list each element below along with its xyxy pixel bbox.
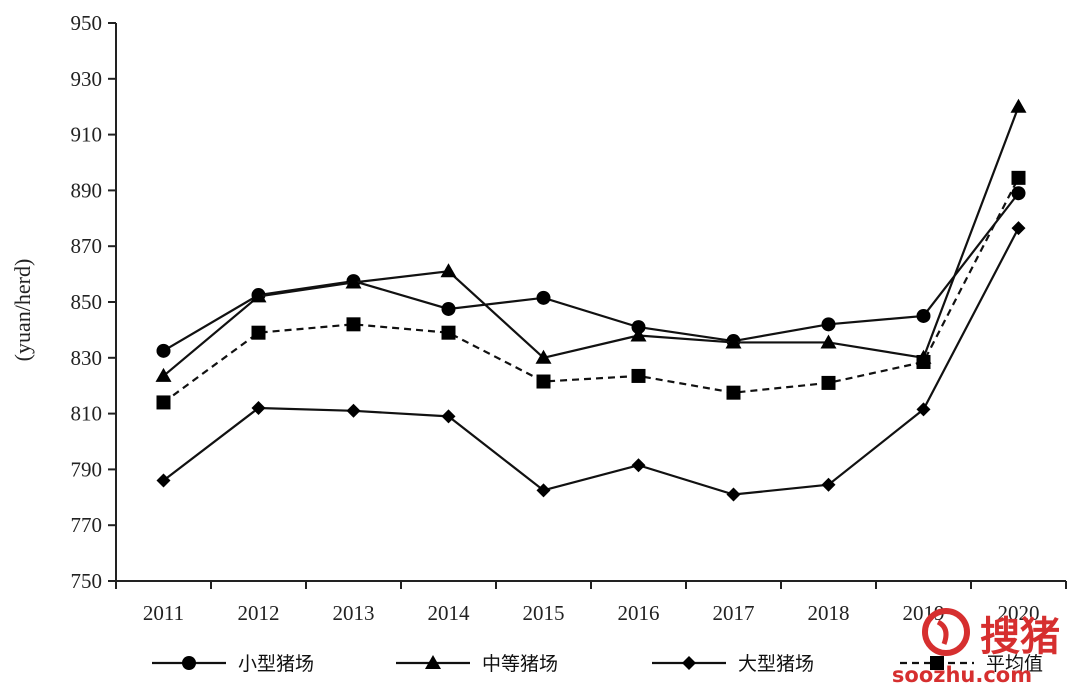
legend-item: 小型猪场 bbox=[152, 653, 314, 675]
x-tick-label: 2018 bbox=[808, 601, 850, 625]
data-point-square bbox=[346, 317, 361, 332]
legend-label: 中等猪场 bbox=[482, 653, 558, 675]
x-tick-label: 2013 bbox=[333, 601, 375, 625]
data-point-diamond bbox=[536, 483, 551, 498]
y-axis-title: (yuan/herd) bbox=[10, 259, 35, 362]
watermark-logo-icon bbox=[922, 608, 970, 656]
data-point-circle bbox=[1011, 186, 1026, 201]
series-circle bbox=[156, 186, 1026, 358]
y-tick-label: 850 bbox=[71, 290, 103, 314]
legend-label: 大型猪场 bbox=[738, 653, 814, 675]
legend-item: 中等猪场 bbox=[396, 653, 558, 675]
y-tick-label: 790 bbox=[71, 457, 103, 481]
data-point-square bbox=[1011, 170, 1026, 185]
data-point-diamond bbox=[821, 477, 836, 492]
data-point-square bbox=[631, 368, 646, 383]
legend-label: 平均值 bbox=[986, 653, 1043, 675]
data-point-circle bbox=[631, 320, 646, 335]
legend-marker-circle bbox=[182, 656, 196, 670]
y-tick-label: 830 bbox=[71, 346, 103, 370]
data-point-triangle bbox=[535, 349, 552, 364]
data-point-square bbox=[821, 375, 836, 390]
series-line bbox=[162, 192, 1020, 352]
data-point-diamond bbox=[441, 409, 456, 424]
series-square bbox=[156, 170, 1026, 410]
data-point-circle bbox=[441, 301, 456, 316]
legend: 小型猪场 中等猪场 大型猪场 平均值 bbox=[152, 653, 1043, 675]
y-tick-label: 950 bbox=[71, 11, 103, 35]
data-point-triangle bbox=[440, 263, 457, 278]
data-point-diamond bbox=[916, 402, 931, 417]
x-tick-label: 2015 bbox=[523, 601, 565, 625]
data-point-triangle bbox=[820, 334, 837, 349]
series-line bbox=[162, 227, 1020, 496]
y-tick-label: 930 bbox=[71, 67, 103, 91]
legend-item: 平均值 bbox=[900, 653, 1043, 675]
series-diamond bbox=[156, 221, 1026, 502]
data-point-circle bbox=[916, 308, 931, 323]
data-point-circle bbox=[156, 343, 171, 358]
watermark: 搜猪 soozhu.com bbox=[892, 608, 1060, 686]
data-point-diamond bbox=[726, 487, 741, 502]
data-point-triangle bbox=[250, 288, 267, 303]
series-triangle bbox=[155, 98, 1027, 382]
data-point-square bbox=[441, 325, 456, 340]
data-point-triangle bbox=[1010, 98, 1027, 113]
data-point-square bbox=[536, 374, 551, 389]
x-tick-label: 2016 bbox=[618, 601, 660, 625]
data-point-square bbox=[726, 385, 741, 400]
y-axis-ticks: 750 770 790 810 830 850 870 890 910 930 950 bbox=[71, 11, 116, 593]
y-tick-label: 890 bbox=[71, 178, 103, 202]
watermark-brand-url: soozhu.com bbox=[892, 663, 1032, 686]
y-tick-label: 810 bbox=[71, 402, 103, 426]
y-tick-label: 910 bbox=[71, 123, 103, 147]
y-tick-label: 770 bbox=[71, 513, 103, 537]
data-point-diamond bbox=[156, 473, 171, 488]
x-tick-label: 2011 bbox=[143, 601, 184, 625]
series-line bbox=[162, 106, 1020, 377]
data-point-diamond bbox=[1011, 221, 1026, 236]
legend-item: 大型猪场 bbox=[652, 653, 814, 675]
data-point-circle bbox=[821, 317, 836, 332]
data-point-square bbox=[251, 325, 266, 340]
y-tick-label: 870 bbox=[71, 234, 103, 258]
data-point-triangle bbox=[155, 367, 172, 382]
legend-marker-triangle bbox=[425, 655, 441, 669]
series-layer bbox=[155, 98, 1027, 502]
series-line bbox=[162, 177, 1020, 404]
data-point-diamond bbox=[346, 403, 361, 418]
x-tick-label: 2012 bbox=[238, 601, 280, 625]
x-tick-label: 2014 bbox=[428, 601, 471, 625]
legend-marker-square bbox=[930, 656, 944, 670]
data-point-diamond bbox=[251, 401, 266, 416]
data-point-triangle bbox=[725, 334, 742, 349]
x-tick-label: 2017 bbox=[713, 601, 755, 625]
data-point-triangle bbox=[345, 274, 362, 289]
data-point-square bbox=[156, 395, 171, 410]
data-point-triangle bbox=[630, 327, 647, 342]
x-tick-label: 2020 bbox=[998, 601, 1040, 625]
legend-label: 小型猪场 bbox=[238, 653, 314, 675]
x-axis-ticks: 2011 2012 2013 2014 2015 2016 2017 2018 2019 2020 bbox=[115, 581, 1067, 625]
data-point-square bbox=[916, 354, 931, 369]
data-point-diamond bbox=[631, 458, 646, 473]
data-point-circle bbox=[536, 290, 551, 305]
watermark-brand-cn: 搜猪 bbox=[980, 614, 1060, 660]
legend-marker-diamond bbox=[682, 656, 696, 670]
y-tick-label: 750 bbox=[71, 569, 103, 593]
